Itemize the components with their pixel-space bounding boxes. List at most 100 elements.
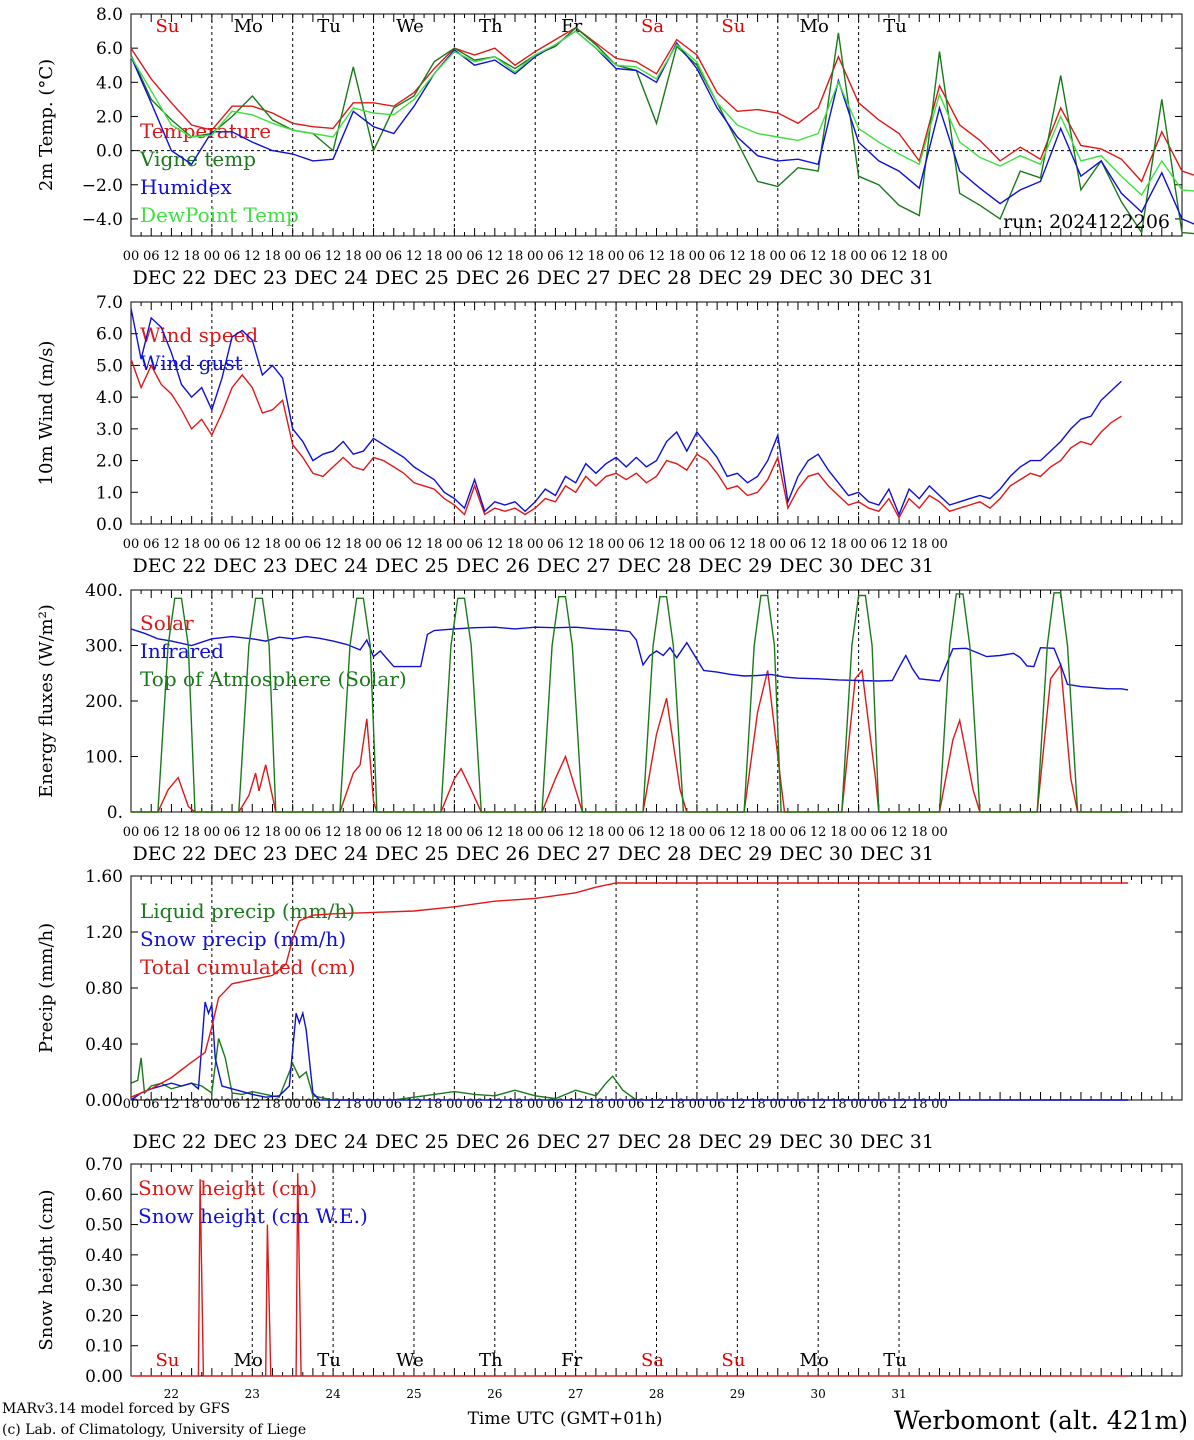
day-label: DEC 22: [132, 555, 206, 577]
x-tick-label: 18: [749, 1097, 766, 1112]
x-tick-label: 18: [345, 825, 362, 840]
x-tick-label: 06: [790, 825, 807, 840]
x-tick-label: 06: [871, 537, 888, 552]
weekday-label: Th: [479, 1350, 503, 1371]
y-tick-label: 1.0: [96, 483, 123, 503]
chart-panel-5: 0.70 0.60 0.50 0.40 0.30 0.20 0.10 0.00 Snow hei…: [36, 1155, 1183, 1401]
x-tick-label: 12: [487, 537, 504, 552]
x-tick-label: 06: [305, 249, 322, 264]
day-label: DEC 26: [456, 1131, 530, 1153]
x-tick-label: 00: [365, 249, 382, 264]
day-label: DEC 29: [698, 843, 772, 865]
day-label: DEC 22: [132, 843, 206, 865]
day-label: DEC 23: [213, 843, 287, 865]
day-number-label: 31: [891, 1387, 906, 1401]
weekday-label: We: [396, 16, 424, 37]
x-tick-label: 18: [183, 825, 200, 840]
x-tick-label: 00: [769, 249, 786, 264]
x-tick-label: 18: [668, 1097, 685, 1112]
x-tick-label: 18: [426, 249, 443, 264]
y-tick-label: 5.0: [96, 356, 123, 376]
day-label: DEC 30: [779, 267, 853, 289]
day-label: DEC 30: [779, 555, 853, 577]
legend-entry: Temperature: [140, 119, 271, 143]
x-tick-label: 18: [183, 1097, 200, 1112]
day-label: DEC 25: [375, 1131, 449, 1153]
x-tick-label: 00: [284, 825, 301, 840]
x-tick-label: 12: [648, 1097, 665, 1112]
x-tick-label: 18: [264, 249, 281, 264]
x-tick-label: 00: [608, 825, 625, 840]
x-tick-label: 18: [588, 825, 605, 840]
day-label: DEC 28: [618, 555, 692, 577]
legend-entry: Total cumulated (cm): [140, 955, 356, 979]
day-label: DEC 31: [860, 555, 934, 577]
x-tick-label: 00: [931, 1097, 948, 1112]
x-tick-label: 00: [850, 825, 867, 840]
x-tick-label: 00: [446, 537, 463, 552]
y-tick-label: 300.: [85, 637, 123, 657]
chart-panel-1: 8.06.04.02.00.0−2.0−4.02m Temp. (°C)00 06…: [36, 5, 1194, 289]
x-tick-label: 18: [264, 1097, 281, 1112]
day-label: DEC 24: [294, 555, 368, 577]
x-tick-label: 18: [264, 825, 281, 840]
x-tick-label: 12: [648, 825, 665, 840]
x-tick-label: 06: [224, 825, 241, 840]
y-tick-label: 0.10: [85, 1337, 123, 1357]
day-label: DEC 24: [294, 843, 368, 865]
series-line-solar: [131, 662, 1129, 813]
x-tick-label: 12: [244, 537, 261, 552]
x-tick-label: 06: [871, 249, 888, 264]
y-axis-label: Energy fluxes (W/m²): [36, 604, 57, 798]
y-tick-label: 0.40: [85, 1035, 123, 1055]
legend-entry: Top of Atmosphere (Solar): [140, 667, 407, 691]
day-number-label: 26: [487, 1387, 502, 1401]
station-name: Werbomont (alt. 421m): [894, 1406, 1188, 1435]
x-tick-label: 18: [507, 1097, 524, 1112]
day-number-label: 29: [730, 1387, 745, 1401]
weekday-label: Tu: [883, 1350, 907, 1371]
legend-entry: DewPoint Temp: [140, 203, 299, 227]
x-tick-label: 12: [325, 1097, 342, 1112]
x-tick-label: 00: [446, 825, 463, 840]
day-label: DEC 26: [456, 843, 530, 865]
y-tick-label: 0.00: [85, 1367, 123, 1387]
legend-entry: Snow precip (mm/h): [140, 927, 346, 951]
x-tick-label: 18: [911, 537, 928, 552]
x-tick-label: 12: [567, 1097, 584, 1112]
x-tick-label: 18: [345, 249, 362, 264]
x-tick-label: 18: [588, 537, 605, 552]
x-tick-label: 12: [487, 1097, 504, 1112]
day-number-label: 23: [245, 1387, 260, 1401]
weekday-label: Sa: [641, 1350, 664, 1371]
x-tick-label: 00: [123, 537, 140, 552]
day-label: DEC 22: [132, 267, 206, 289]
x-tick-label: 00: [769, 825, 786, 840]
y-tick-label: 0.70: [85, 1155, 123, 1175]
weekday-label: Sa: [641, 16, 664, 37]
meteogram-panels: 8.06.04.02.00.0−2.0−4.02m Temp. (°C)00 06…: [36, 5, 1194, 1401]
y-tick-label: 100.: [85, 748, 123, 768]
x-tick-label: 18: [264, 537, 281, 552]
x-tick-label: 18: [668, 825, 685, 840]
chart-panel-3: 400. 300. 200. 100. 0. Energy fluxes (W/m²) 00…: [36, 581, 1183, 865]
x-tick-label: 06: [385, 825, 402, 840]
x-tick-label: 00: [204, 1097, 221, 1112]
y-tick-label: −4.0: [82, 210, 123, 230]
x-tick-label: 06: [224, 537, 241, 552]
x-tick-label: 06: [143, 537, 160, 552]
x-tick-label: 18: [426, 825, 443, 840]
y-tick-label: 6.0: [96, 325, 123, 345]
day-label: DEC 30: [779, 843, 853, 865]
x-tick-label: 00: [689, 249, 706, 264]
series-line-snow-height-cm: [131, 1173, 1129, 1377]
series-line-snow-precip-mm-h: [130, 1001, 1129, 1101]
day-label: DEC 28: [618, 1131, 692, 1153]
x-tick-label: 06: [547, 249, 564, 264]
x-tick-label: 06: [709, 825, 726, 840]
x-tick-label: 00: [123, 1097, 140, 1112]
x-tick-label: 18: [507, 249, 524, 264]
day-number-label: 30: [811, 1387, 826, 1401]
x-tick-label: 06: [790, 249, 807, 264]
x-tick-label: 06: [790, 537, 807, 552]
